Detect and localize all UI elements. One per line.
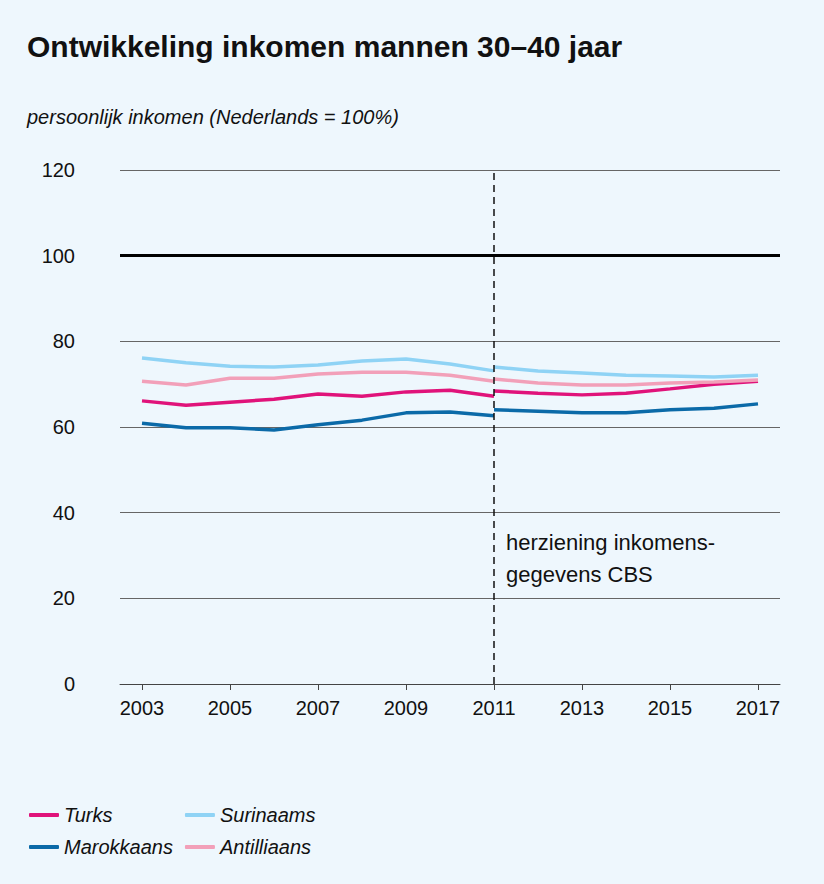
svg-text:Turks: Turks (64, 804, 113, 826)
svg-text:2017: 2017 (736, 697, 781, 719)
svg-text:120: 120 (42, 159, 75, 181)
svg-text:herziening inkomens-: herziening inkomens- (506, 530, 715, 555)
svg-text:Marokkaans: Marokkaans (64, 836, 173, 858)
svg-text:2013: 2013 (560, 697, 605, 719)
svg-text:60: 60 (53, 416, 75, 438)
svg-text:2005: 2005 (208, 697, 253, 719)
svg-text:2011: 2011 (472, 697, 515, 719)
svg-text:gegevens CBS: gegevens CBS (506, 562, 653, 587)
svg-text:2009: 2009 (384, 697, 429, 719)
svg-text:20: 20 (53, 587, 75, 609)
svg-text:0: 0 (64, 673, 75, 695)
svg-text:persoonlijk inkomen (Nederland: persoonlijk inkomen (Nederlands = 100%) (26, 106, 399, 128)
svg-text:100: 100 (42, 245, 75, 267)
svg-text:2007: 2007 (296, 697, 341, 719)
svg-text:2015: 2015 (648, 697, 693, 719)
svg-text:40: 40 (53, 502, 75, 524)
svg-text:80: 80 (53, 330, 75, 352)
svg-text:Ontwikkeling inkomen mannen 30: Ontwikkeling inkomen mannen 30–40 jaar (27, 30, 623, 63)
svg-text:Antilliaans: Antilliaans (219, 836, 311, 858)
svg-text:2003: 2003 (120, 697, 165, 719)
svg-text:Surinaams: Surinaams (220, 804, 316, 826)
